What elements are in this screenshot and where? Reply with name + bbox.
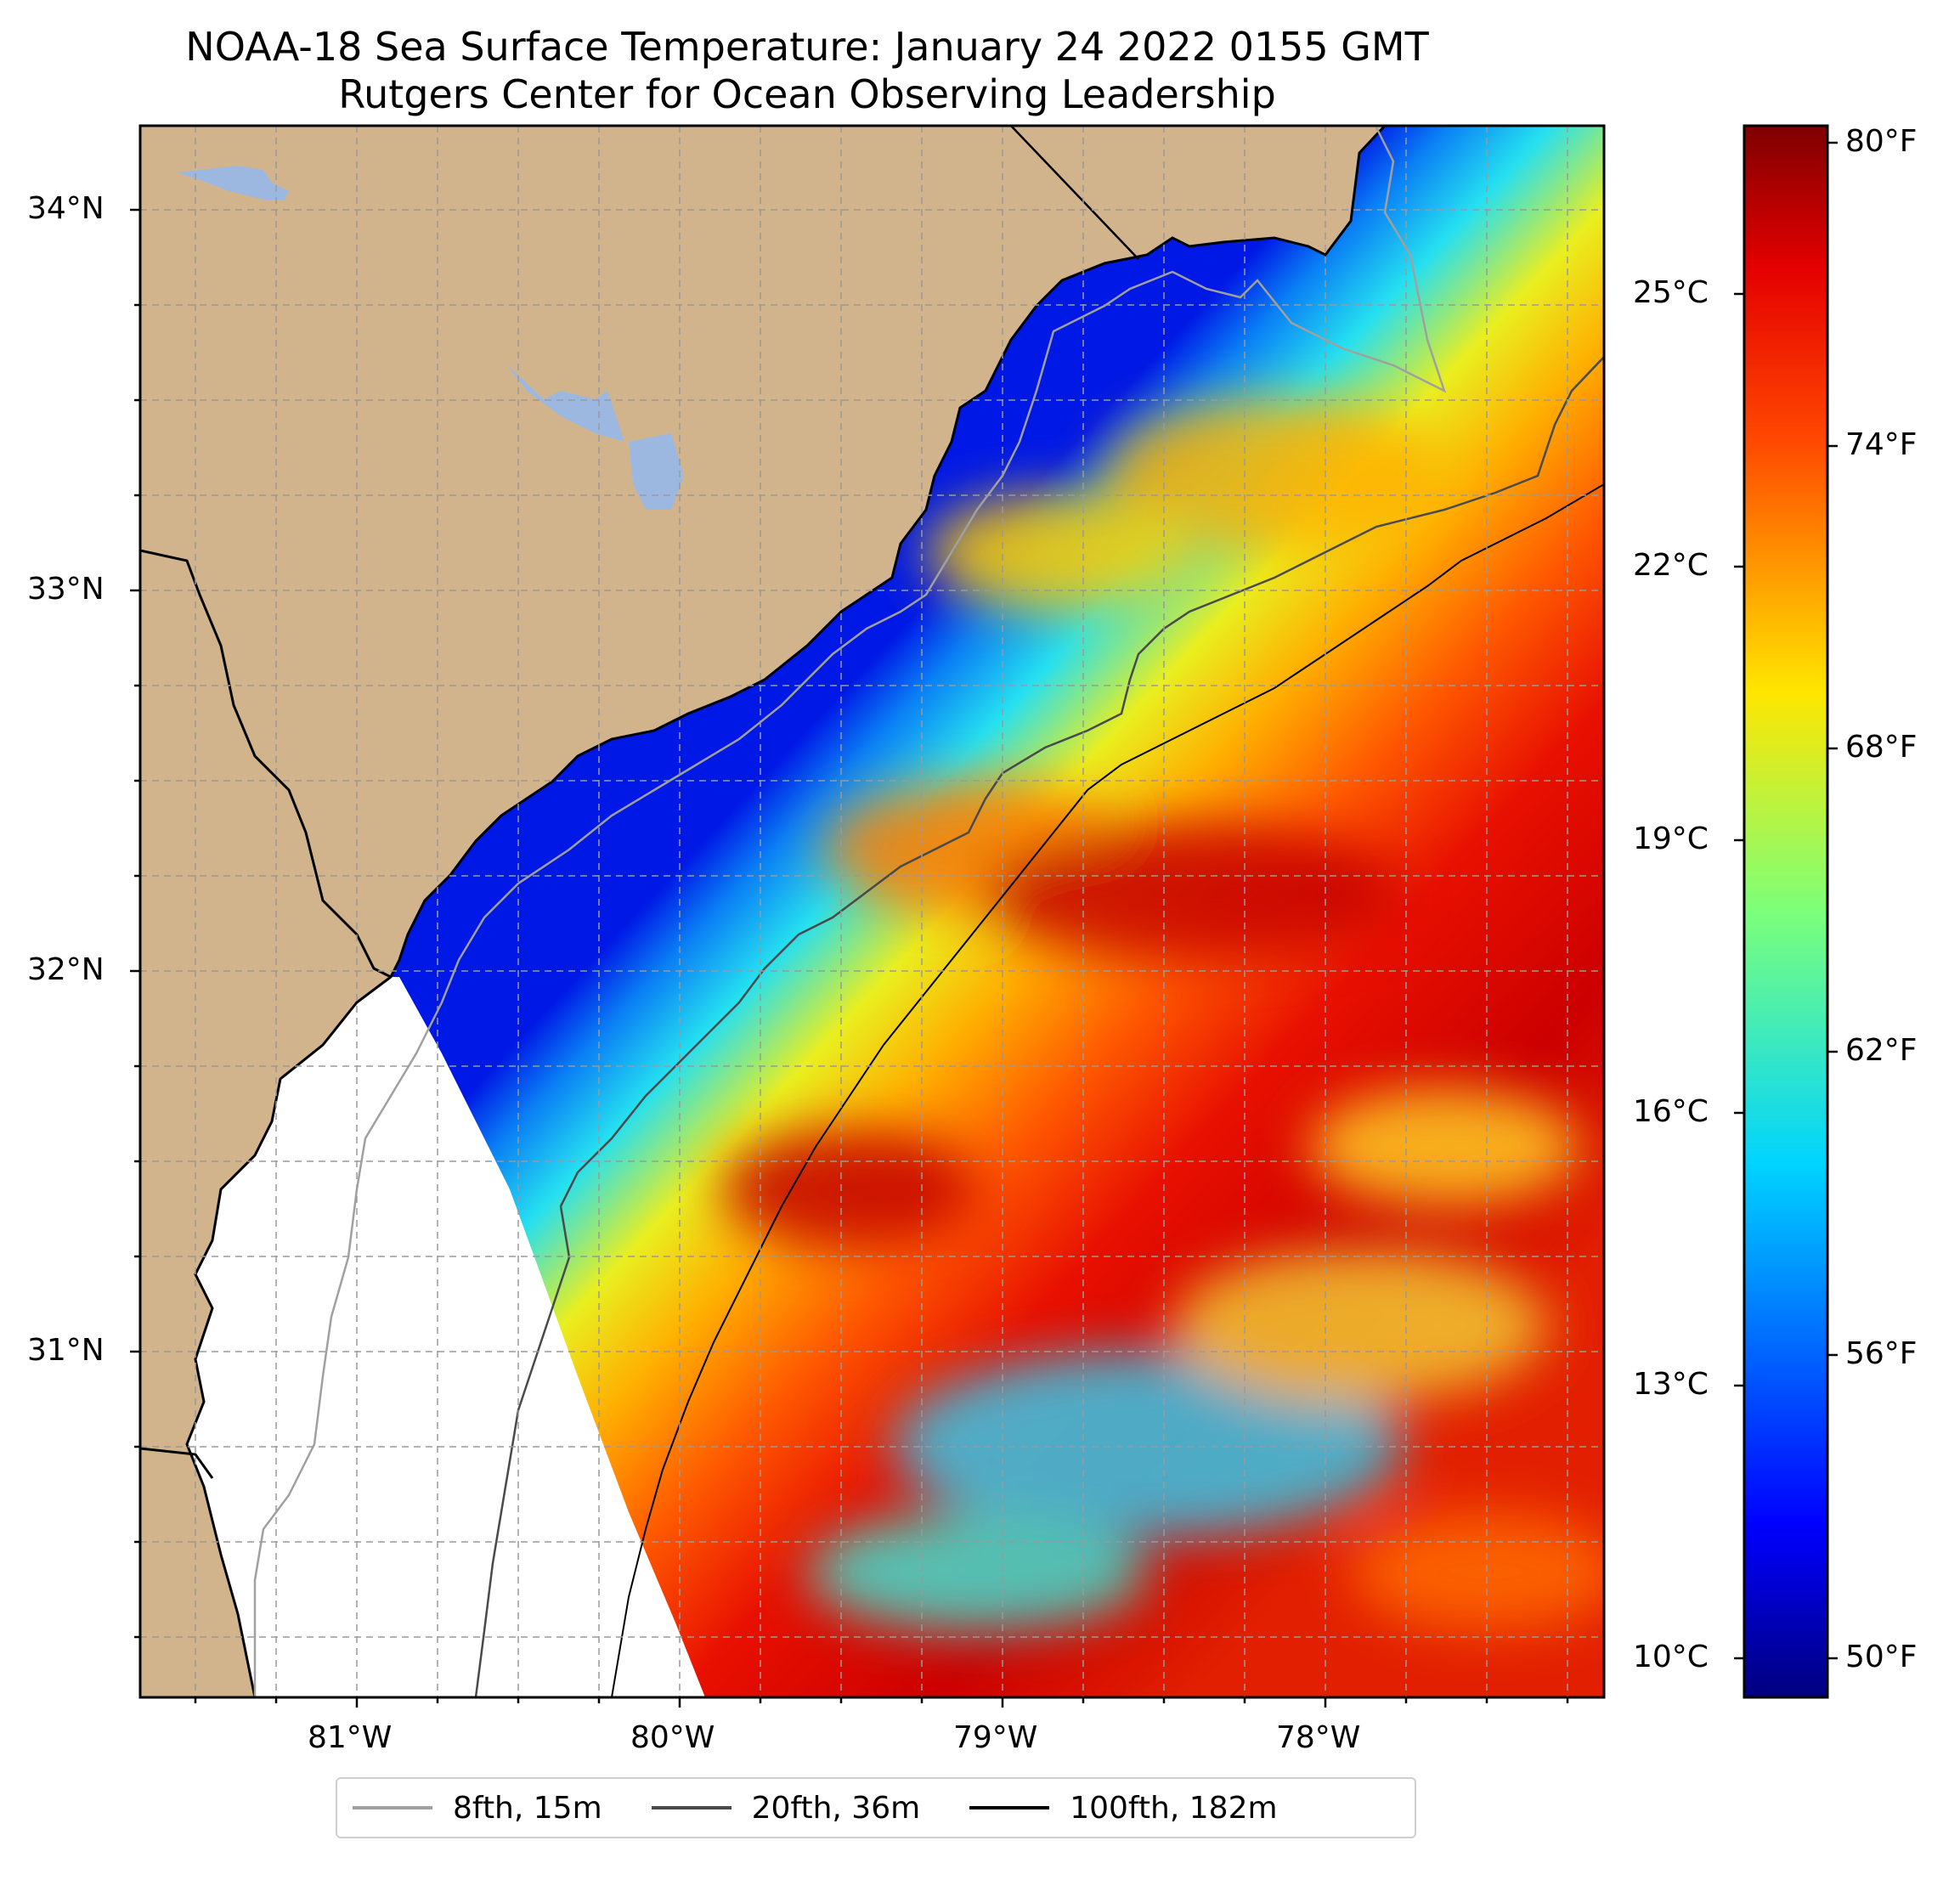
legend-label-20fth: 20fth, 36m [751, 1790, 921, 1826]
colorbar-label-74f: 74°F [1845, 427, 1918, 462]
figure-subtitle: Rutgers Center for Ocean Observing Leade… [338, 71, 1276, 117]
inner-boundary [140, 549, 392, 979]
lat-label-33n: 33°N [27, 572, 104, 607]
colorbar-label-10c: 10°C [1633, 1640, 1709, 1674]
lon-ticks [194, 1697, 1569, 1708]
colorbar-label-56f: 56°F [1845, 1336, 1918, 1371]
lake-marion [506, 364, 624, 442]
lake-north [177, 166, 289, 200]
lat-label-32n: 32°N [27, 952, 104, 987]
lat-ticks [130, 208, 140, 1639]
land-mass [140, 126, 1387, 1697]
colorbar-label-19c: 19°C [1633, 821, 1709, 856]
contour-100fth [611, 483, 1604, 1697]
lon-label-81w: 81°W [308, 1720, 393, 1755]
colorbar-label-62f: 62°F [1845, 1033, 1918, 1068]
lon-label-79w: 79°W [953, 1720, 1038, 1755]
inner-boundary-south [140, 1447, 214, 1479]
state-border [1010, 126, 1139, 260]
legend-label-100fth: 100fth, 182m [1070, 1790, 1278, 1826]
lon-label-78w: 78°W [1276, 1720, 1361, 1755]
lake-moultrie [629, 433, 684, 510]
legend-item-8fth: 8fth, 15m [353, 1791, 602, 1826]
colorbar-label-13c: 13°C [1633, 1367, 1709, 1402]
legend-item-20fth: 20fth, 36m [651, 1790, 921, 1826]
contour-8fth [253, 127, 1447, 1697]
lon-label-80w: 80°W [630, 1720, 715, 1755]
colorbar-label-50f: 50°F [1845, 1640, 1918, 1674]
legend-swatch-20fth [651, 1806, 731, 1809]
no-data-region [140, 977, 705, 1697]
colorbar-label-16c: 16°C [1633, 1094, 1709, 1129]
colorbar-f-ticks [1827, 141, 1838, 1660]
contour-20fth [474, 356, 1604, 1697]
graticule [140, 126, 1604, 1697]
colorbar-label-68f: 68°F [1845, 730, 1918, 765]
colorbar-label-22c: 22°C [1633, 548, 1709, 583]
figure-title: NOAA-18 Sea Surface Temperature: January… [185, 24, 1429, 70]
lat-label-31n: 31°N [27, 1333, 104, 1368]
colorbar-label-80f: 80°F [1845, 124, 1918, 159]
colorbar [1743, 124, 1829, 1699]
colorbar-c-ticks [1734, 292, 1744, 1660]
lat-label-34n: 34°N [27, 191, 104, 226]
contour-legend: 8fth, 15m 20fth, 36m 100fth, 182m [336, 1777, 1416, 1838]
colorbar-label-25c: 25°C [1633, 275, 1709, 310]
legend-swatch-8fth [353, 1806, 432, 1809]
legend-item-100fth: 100fth, 182m [969, 1790, 1278, 1826]
legend-label-8fth: 8fth, 15m [453, 1790, 602, 1826]
legend-swatch-100fth [969, 1806, 1050, 1809]
map-frame [138, 124, 1606, 1699]
